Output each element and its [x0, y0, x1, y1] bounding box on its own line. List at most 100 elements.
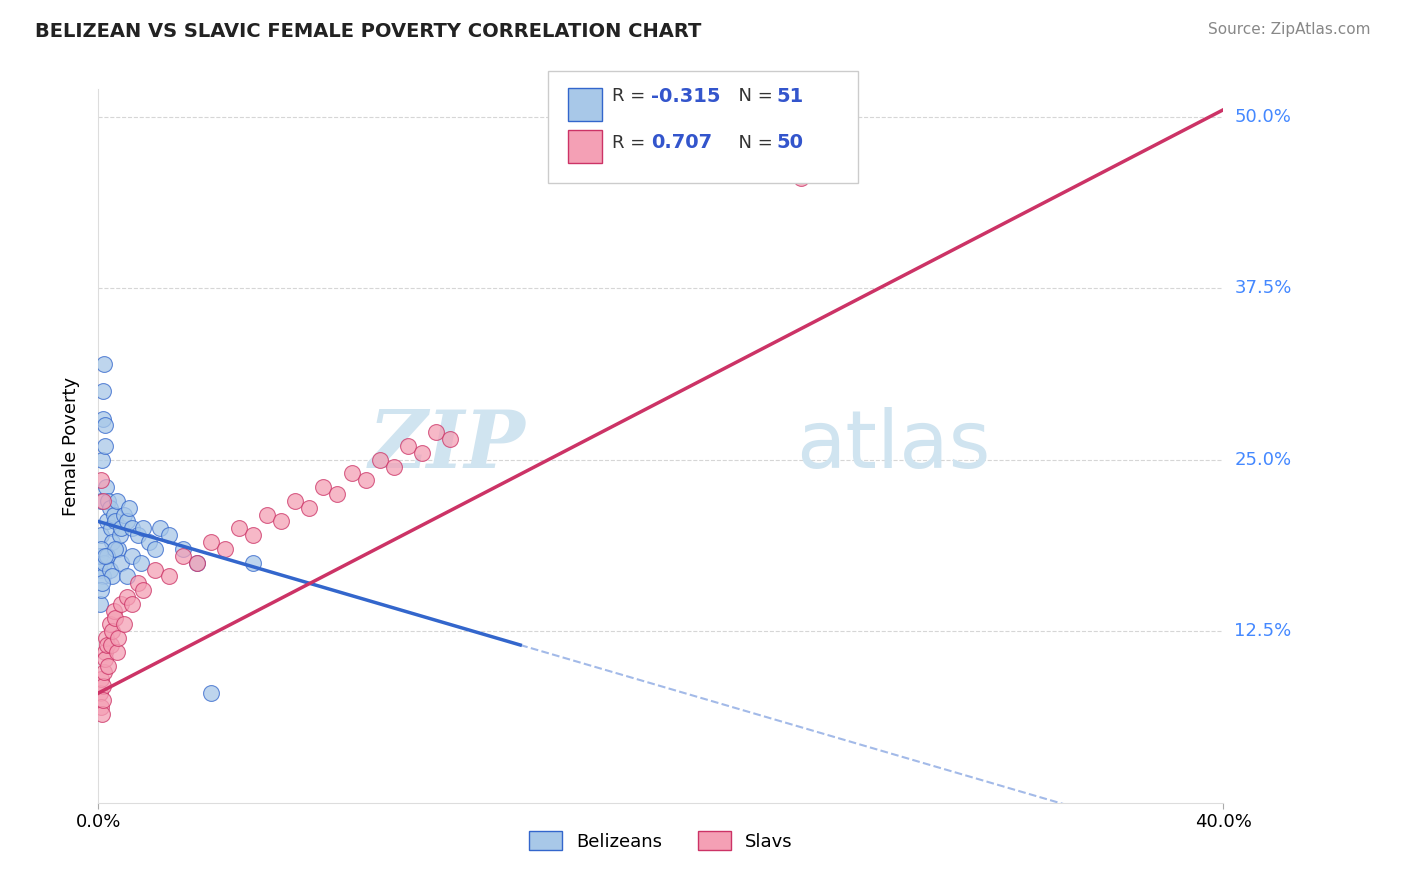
- Point: [90, 541, 112, 556]
- Point: [91, 569, 114, 583]
- Point: [112, 508, 135, 522]
- Point: [93, 645, 115, 659]
- Text: 37.5%: 37.5%: [1234, 279, 1292, 297]
- Point: [97, 658, 120, 673]
- Point: [94, 651, 117, 665]
- Point: [127, 576, 149, 591]
- Legend: Belizeans, Slavs: Belizeans, Slavs: [522, 824, 800, 858]
- Point: [93, 665, 115, 680]
- Point: [89, 686, 111, 700]
- Point: [90, 673, 112, 687]
- Point: [89, 562, 111, 576]
- Point: [93, 357, 115, 371]
- Point: [100, 521, 122, 535]
- Point: [127, 528, 149, 542]
- Point: [256, 508, 278, 522]
- Point: [112, 617, 135, 632]
- Point: [93, 556, 115, 570]
- Point: [90, 699, 112, 714]
- Point: [101, 624, 124, 639]
- Text: atlas: atlas: [796, 407, 990, 485]
- Point: [118, 500, 141, 515]
- Point: [157, 569, 180, 583]
- Point: [90, 583, 112, 598]
- Point: [90, 494, 112, 508]
- Text: -0.315: -0.315: [651, 87, 720, 106]
- Point: [132, 521, 155, 535]
- Point: [105, 645, 128, 659]
- Point: [186, 556, 208, 570]
- Text: 12.5%: 12.5%: [1234, 623, 1292, 640]
- Text: R =: R =: [612, 134, 651, 152]
- Point: [91, 411, 114, 425]
- Point: [110, 597, 132, 611]
- Point: [104, 610, 127, 624]
- Point: [115, 569, 138, 583]
- Point: [200, 686, 222, 700]
- Point: [104, 515, 127, 529]
- Point: [107, 541, 129, 556]
- Point: [242, 528, 264, 542]
- Point: [90, 473, 112, 487]
- Point: [149, 521, 172, 535]
- Text: 50.0%: 50.0%: [1234, 108, 1291, 126]
- Point: [121, 521, 143, 535]
- Point: [89, 597, 111, 611]
- Point: [108, 528, 131, 542]
- Point: [93, 418, 115, 433]
- Point: [89, 549, 111, 563]
- Y-axis label: Female Poverty: Female Poverty: [62, 376, 80, 516]
- Point: [91, 679, 114, 693]
- Point: [121, 549, 143, 563]
- Point: [93, 693, 115, 707]
- Point: [103, 604, 125, 618]
- Point: [96, 480, 118, 494]
- Text: 25.0%: 25.0%: [1234, 450, 1292, 468]
- Text: Source: ZipAtlas.com: Source: ZipAtlas.com: [1208, 22, 1371, 37]
- Point: [96, 515, 118, 529]
- Point: [98, 617, 121, 632]
- Point: [90, 528, 112, 542]
- Point: [143, 562, 166, 576]
- Point: [96, 638, 118, 652]
- Point: [97, 494, 120, 508]
- Point: [157, 528, 180, 542]
- Point: [132, 583, 155, 598]
- Point: [91, 494, 114, 508]
- Point: [107, 631, 129, 645]
- Point: [90, 452, 112, 467]
- Text: BELIZEAN VS SLAVIC FEMALE POVERTY CORRELATION CHART: BELIZEAN VS SLAVIC FEMALE POVERTY CORREL…: [35, 22, 702, 41]
- Point: [101, 535, 124, 549]
- Point: [90, 706, 112, 721]
- Text: ZIP: ZIP: [368, 408, 526, 484]
- Text: 51: 51: [776, 87, 803, 106]
- Point: [138, 535, 160, 549]
- Point: [110, 556, 132, 570]
- Point: [143, 541, 166, 556]
- Point: [242, 556, 264, 570]
- Point: [100, 638, 122, 652]
- Point: [94, 549, 117, 563]
- Point: [439, 432, 461, 446]
- Point: [93, 384, 115, 398]
- Point: [96, 549, 118, 563]
- Point: [790, 171, 813, 186]
- Point: [172, 549, 194, 563]
- Point: [104, 541, 127, 556]
- Point: [98, 500, 121, 515]
- Point: [115, 590, 138, 604]
- Point: [186, 556, 208, 570]
- Point: [214, 541, 236, 556]
- Point: [312, 480, 335, 494]
- Point: [354, 473, 377, 487]
- Text: N =: N =: [727, 134, 779, 152]
- Point: [396, 439, 419, 453]
- Point: [425, 425, 447, 440]
- Point: [90, 576, 112, 591]
- Point: [110, 521, 132, 535]
- Point: [270, 515, 292, 529]
- Point: [94, 439, 117, 453]
- Point: [101, 569, 124, 583]
- Text: N =: N =: [727, 87, 779, 105]
- Point: [340, 467, 363, 481]
